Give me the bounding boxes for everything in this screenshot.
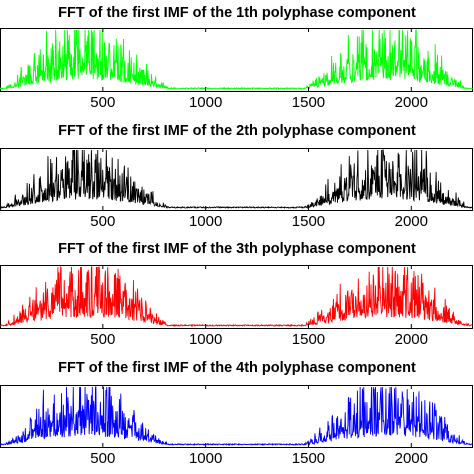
axes-box [0, 148, 473, 211]
axes-box [0, 28, 473, 92]
x-tick-label: 1000 [189, 213, 222, 230]
x-tick-label: 2000 [395, 450, 428, 467]
fft-trace [0, 149, 473, 210]
x-tick-label: 1500 [292, 331, 325, 348]
x-tick-label: 500 [90, 450, 115, 467]
subplot-title: FFT of the first IMF of the 4th polyphas… [58, 360, 416, 376]
x-tick-label: 2000 [395, 213, 428, 230]
axes-box [0, 385, 473, 448]
x-tick-label: 1000 [189, 450, 222, 467]
x-tick-label: 2000 [395, 331, 428, 348]
x-tick-label: 500 [90, 331, 115, 348]
subplot-title: FFT of the first IMF of the 3th polyphas… [58, 241, 416, 257]
fft-trace [0, 29, 473, 91]
x-tick-label: 1500 [292, 450, 325, 467]
axes-box [0, 265, 473, 329]
x-tick-label: 1000 [189, 331, 222, 348]
fft-trace [0, 265, 473, 328]
x-tick-label: 2000 [395, 94, 428, 111]
x-tick-label: 500 [90, 94, 115, 111]
x-tick-label: 1500 [292, 213, 325, 230]
x-tick-label: 500 [90, 213, 115, 230]
subplot-title: FFT of the first IMF of the 1th polyphas… [58, 5, 416, 21]
subplot-1: FFT of the first IMF of the 1th polyphas… [0, 5, 473, 111]
subplot-3: FFT of the first IMF of the 3th polyphas… [0, 241, 473, 348]
x-tick-label: 1000 [189, 94, 222, 111]
subplot-2: FFT of the first IMF of the 2th polyphas… [0, 123, 473, 230]
x-tick-label: 1500 [292, 94, 325, 111]
fft-trace [0, 386, 473, 447]
subplot-4: FFT of the first IMF of the 4th polyphas… [0, 360, 473, 467]
subplot-title: FFT of the first IMF of the 2th polyphas… [58, 123, 416, 139]
